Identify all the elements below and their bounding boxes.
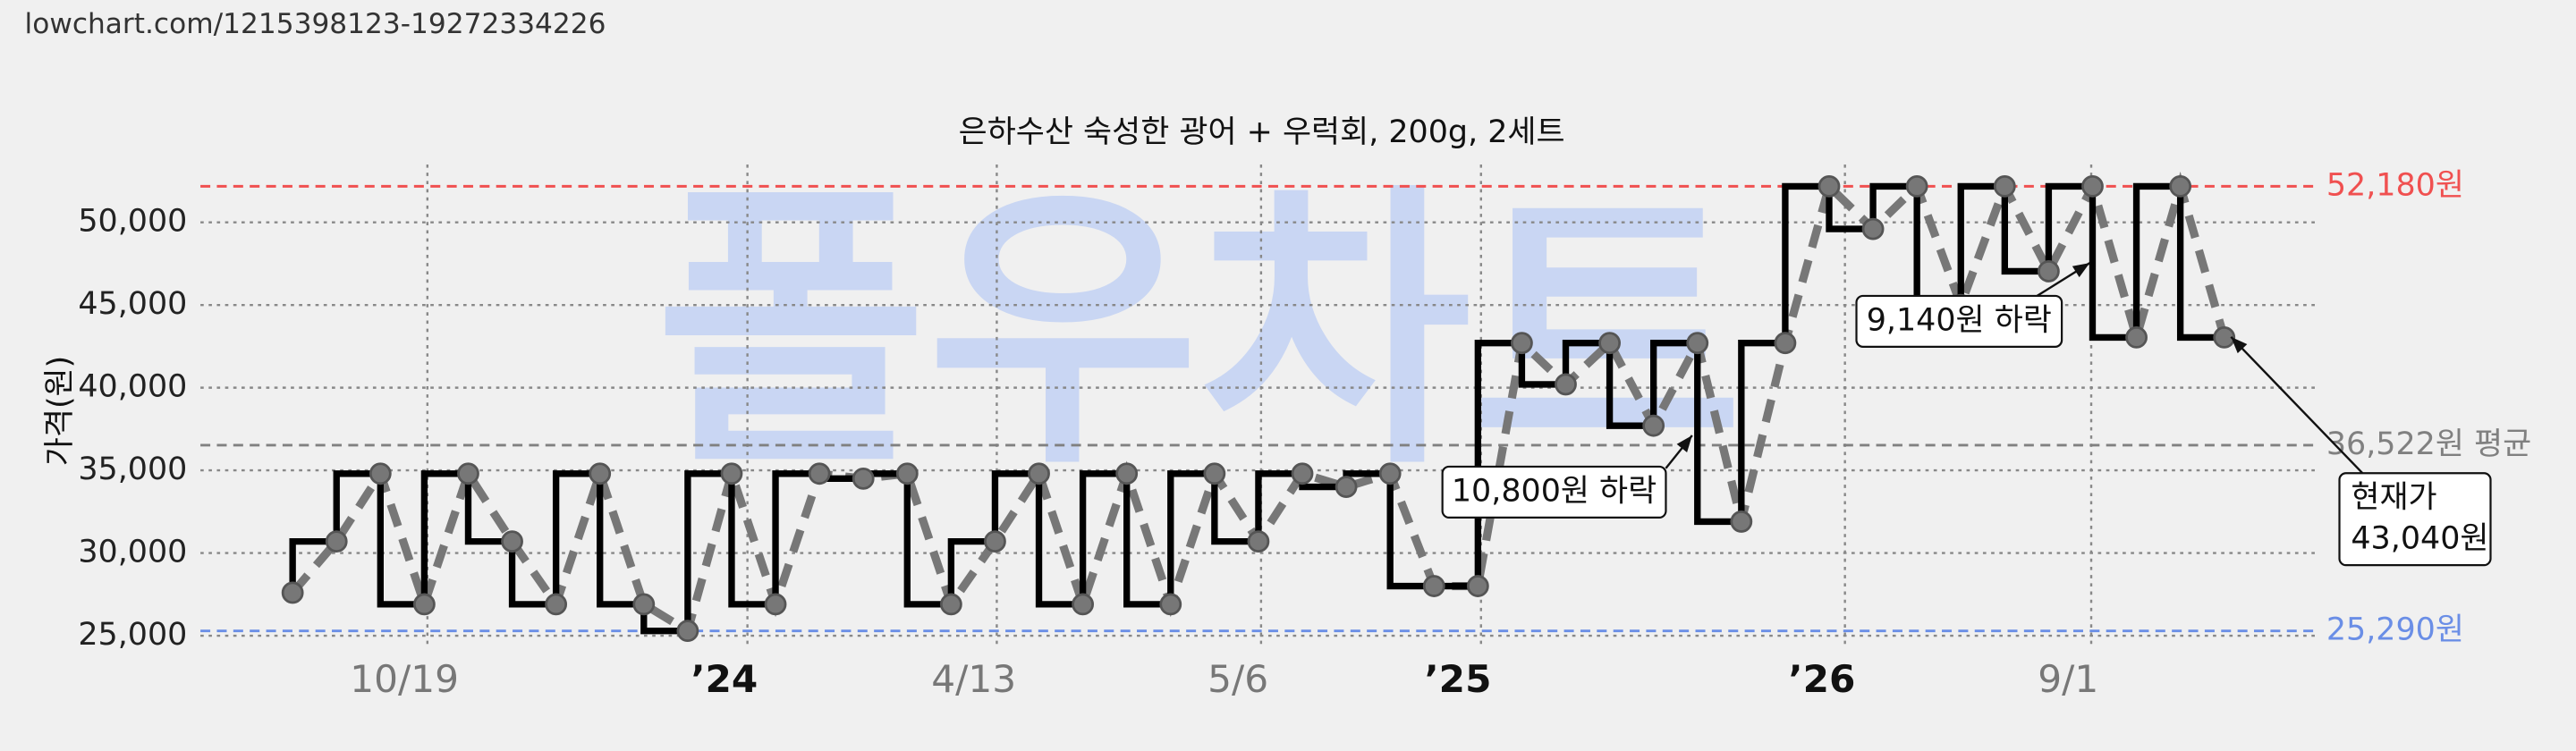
reference-label: 25,290원 <box>2326 612 2464 648</box>
y-tick-label: 45,000 <box>78 286 187 322</box>
price-point <box>1422 575 1445 597</box>
price-point <box>589 462 612 485</box>
chart-title: 은하수산 숙성한 광어 + 우럭회, 200g, 2세트 <box>959 114 1565 150</box>
price-point <box>1159 593 1182 616</box>
arrow-head <box>2231 336 2248 354</box>
price-point <box>1378 462 1402 485</box>
x-tick-label: 10/19 <box>350 657 459 701</box>
annotation-box <box>1441 465 1667 519</box>
price-point <box>1598 332 1621 355</box>
price-point <box>1555 373 1577 396</box>
price-point <box>1730 511 1753 533</box>
annotation-text: 9,140원 하락 <box>1867 302 2052 338</box>
annotation-text: 43,040원 <box>2351 521 2488 557</box>
price-point <box>1642 414 1665 437</box>
price-point <box>281 581 304 604</box>
price-point <box>676 620 699 643</box>
price-point <box>1072 593 1095 616</box>
price-point <box>2213 326 2236 349</box>
price-point <box>545 593 568 616</box>
price-point <box>764 593 787 616</box>
price-point <box>2169 174 2192 198</box>
price-point <box>2125 326 2148 349</box>
annotation-box <box>1855 294 2063 348</box>
x-tick-label: 4/13 <box>931 657 1016 701</box>
price-point <box>2081 174 2104 198</box>
reference-label: 36,522원 평균 <box>2326 426 2531 462</box>
reference-label: 52,180원 <box>2326 167 2464 203</box>
price-point <box>1247 530 1270 553</box>
price-point <box>1861 217 1885 240</box>
price-point <box>720 462 743 485</box>
x-tick-label: ’26 <box>1789 657 1856 701</box>
price-point <box>369 462 392 485</box>
price-point <box>1203 462 1226 485</box>
arrow-head <box>2072 263 2090 278</box>
x-tick-label: 5/6 <box>1208 657 1268 701</box>
arrow-head <box>1676 435 1692 452</box>
price-point <box>1291 462 1314 485</box>
price-point <box>1686 332 1709 355</box>
price-point <box>984 530 1006 553</box>
price-point <box>895 462 919 485</box>
price-point <box>1818 174 1841 198</box>
y-tick-label: 40,000 <box>78 369 187 405</box>
annotation-box <box>2338 472 2492 567</box>
price-point <box>1993 174 2016 198</box>
step-line <box>289 182 2224 635</box>
price-point <box>852 467 875 490</box>
y-tick-label: 35,000 <box>78 451 187 487</box>
y-tick-label: 50,000 <box>78 204 187 240</box>
price-point <box>1466 575 1489 597</box>
price-point <box>325 530 348 553</box>
price-point <box>1774 332 1797 355</box>
price-point <box>808 462 831 485</box>
price-point <box>1028 462 1050 485</box>
x-tick-label: 9/1 <box>2038 657 2098 701</box>
y-axis-label: 가격(원) <box>42 356 78 466</box>
annotation-arrow <box>2230 336 2367 477</box>
price-point <box>501 530 523 553</box>
x-tick-label: ’24 <box>691 657 758 701</box>
x-tick-label: ’25 <box>1425 657 1492 701</box>
annotation-text: 현재가 <box>2351 480 2436 516</box>
price-point <box>1905 174 1928 198</box>
price-point <box>1115 462 1139 485</box>
watermark: 폴우차트 <box>655 160 1743 504</box>
y-tick-label: 30,000 <box>78 535 187 570</box>
price-point <box>1335 476 1358 498</box>
annotation-text: 10,800원 하락 <box>1452 473 1657 509</box>
y-tick-label: 25,000 <box>78 617 187 653</box>
price-point <box>632 593 656 616</box>
source-url: lowchart.com/1215398123-19272334226 <box>25 8 606 40</box>
price-point <box>2038 260 2060 283</box>
price-point <box>939 593 962 616</box>
price-point <box>412 593 436 616</box>
price-point <box>457 462 479 485</box>
price-point <box>1511 332 1533 355</box>
